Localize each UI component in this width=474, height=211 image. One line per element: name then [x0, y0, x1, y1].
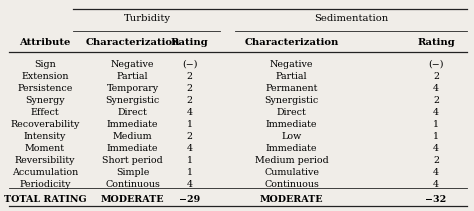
- Text: Direct: Direct: [118, 108, 147, 117]
- Text: Periodicity: Periodicity: [19, 180, 71, 189]
- Text: 4: 4: [433, 144, 439, 153]
- Text: 2: 2: [433, 96, 439, 105]
- Text: 4: 4: [433, 180, 439, 189]
- Text: 4: 4: [433, 168, 439, 177]
- Text: Effect: Effect: [31, 108, 59, 117]
- Text: 1: 1: [187, 168, 192, 177]
- Text: 2: 2: [433, 72, 439, 81]
- Text: Synergy: Synergy: [25, 96, 65, 105]
- Text: Sign: Sign: [34, 60, 56, 69]
- Text: Low: Low: [282, 132, 301, 141]
- Text: Rating: Rating: [417, 38, 455, 47]
- Text: −29: −29: [179, 195, 200, 204]
- Text: Immediate: Immediate: [266, 144, 317, 153]
- Text: 1: 1: [433, 120, 439, 129]
- Text: (−): (−): [428, 60, 444, 69]
- Text: Immediate: Immediate: [266, 120, 317, 129]
- Text: Direct: Direct: [277, 108, 306, 117]
- Text: Short period: Short period: [102, 156, 163, 165]
- Text: Temporary: Temporary: [107, 84, 159, 93]
- Text: TOTAL RATING: TOTAL RATING: [4, 195, 86, 204]
- Text: Accumulation: Accumulation: [12, 168, 78, 177]
- Text: Medium period: Medium period: [255, 156, 328, 165]
- Text: Intensity: Intensity: [24, 132, 66, 141]
- Text: Immediate: Immediate: [107, 144, 158, 153]
- Text: Attribute: Attribute: [19, 38, 71, 47]
- Text: Continuous: Continuous: [105, 180, 160, 189]
- Text: Immediate: Immediate: [107, 120, 158, 129]
- Text: Partial: Partial: [117, 72, 148, 81]
- Text: Negative: Negative: [270, 60, 313, 69]
- Text: Cumulative: Cumulative: [264, 168, 319, 177]
- Text: MODERATE: MODERATE: [101, 195, 164, 204]
- Text: Synergistic: Synergistic: [264, 96, 319, 105]
- Text: Turbidity: Turbidity: [123, 15, 171, 23]
- Text: Simple: Simple: [116, 168, 149, 177]
- Text: Negative: Negative: [111, 60, 155, 69]
- Text: Moment: Moment: [25, 144, 65, 153]
- Text: Sedimentation: Sedimentation: [314, 15, 388, 23]
- Text: Characterization: Characterization: [85, 38, 180, 47]
- Text: Synergistic: Synergistic: [106, 96, 160, 105]
- Text: Reversibility: Reversibility: [15, 156, 75, 165]
- Text: 4: 4: [187, 144, 192, 153]
- Text: 2: 2: [187, 96, 192, 105]
- Text: 2: 2: [187, 84, 192, 93]
- Text: Persistence: Persistence: [18, 84, 73, 93]
- Text: 2: 2: [433, 156, 439, 165]
- Text: 4: 4: [433, 84, 439, 93]
- Text: 4: 4: [433, 108, 439, 117]
- Text: −32: −32: [426, 195, 447, 204]
- Text: MODERATE: MODERATE: [260, 195, 323, 204]
- Text: Characterization: Characterization: [244, 38, 339, 47]
- Text: 2: 2: [187, 132, 192, 141]
- Text: Extension: Extension: [21, 72, 69, 81]
- Text: 4: 4: [187, 108, 192, 117]
- Text: Rating: Rating: [171, 38, 209, 47]
- Text: Permanent: Permanent: [265, 84, 318, 93]
- Text: 1: 1: [187, 156, 192, 165]
- Text: Partial: Partial: [276, 72, 307, 81]
- Text: Continuous: Continuous: [264, 180, 319, 189]
- Text: Recoverability: Recoverability: [10, 120, 80, 129]
- Text: (−): (−): [182, 60, 197, 69]
- Text: 1: 1: [433, 132, 439, 141]
- Text: 2: 2: [187, 72, 192, 81]
- Text: 4: 4: [187, 180, 192, 189]
- Text: 1: 1: [187, 120, 192, 129]
- Text: Medium: Medium: [113, 132, 153, 141]
